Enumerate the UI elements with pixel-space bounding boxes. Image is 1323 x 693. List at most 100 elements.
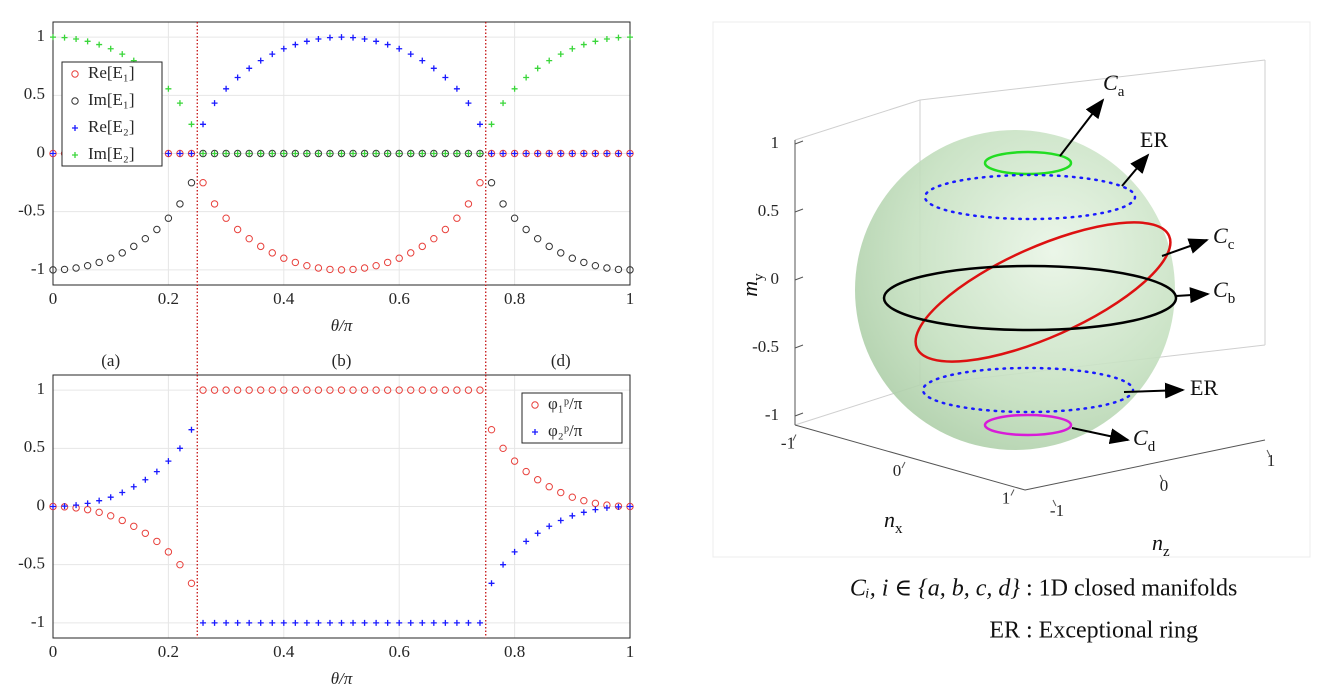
data-point (257, 386, 265, 394)
data-point (280, 386, 288, 394)
arrow (1161, 238, 1209, 257)
curve-label: Cd (1133, 425, 1156, 455)
data-point (464, 200, 473, 208)
arrow (1175, 287, 1210, 304)
data-point (246, 65, 253, 72)
ring-er-bottom (921, 366, 1135, 414)
data-point (73, 35, 80, 42)
data-point (383, 258, 392, 267)
data-point (546, 523, 553, 530)
data-point (407, 619, 414, 626)
data-point (280, 45, 287, 52)
data-point (315, 150, 322, 157)
y-axis-title: my (737, 273, 767, 297)
curve-label-sub: b (1228, 291, 1236, 307)
z-axis-title-base: n (1152, 530, 1163, 555)
data-point (200, 121, 207, 128)
data-point (453, 386, 461, 394)
data-point (223, 619, 230, 626)
sphere (855, 130, 1175, 450)
curve-label-base: ER (1190, 375, 1218, 400)
data-point (487, 425, 496, 434)
data-point (568, 493, 576, 501)
data-point (557, 149, 565, 158)
data-point (119, 51, 126, 58)
data-point (246, 150, 253, 157)
data-point (545, 149, 553, 158)
data-point (257, 619, 264, 626)
data-point (615, 503, 622, 510)
data-point (269, 51, 276, 58)
data-point (419, 619, 426, 626)
data-point (545, 483, 553, 491)
data-point (210, 386, 219, 394)
data-point (568, 254, 576, 262)
y-tick-label: -0.5 (18, 201, 45, 220)
data-point (557, 488, 565, 497)
data-point (360, 386, 369, 394)
data-point (557, 517, 564, 524)
x-tick-label: 0.4 (273, 642, 295, 661)
data-point (119, 489, 126, 496)
data-point (233, 225, 242, 234)
legend-label: Re[E₂] (88, 117, 135, 136)
y-tick-label: -0.5 (752, 337, 779, 356)
curve-label-base: C (1213, 277, 1228, 302)
data-point (396, 150, 403, 157)
data-point (487, 179, 496, 187)
data-point (130, 522, 138, 530)
data-point (465, 100, 472, 107)
data-point (153, 225, 161, 234)
data-point (442, 74, 449, 81)
data-point (257, 242, 265, 251)
x-axis-title: nx (884, 507, 903, 537)
data-point (372, 149, 380, 158)
data-point (453, 214, 461, 222)
legend-marker (72, 125, 78, 131)
data-point (153, 468, 160, 475)
data-point (84, 38, 91, 45)
data-point (315, 35, 322, 42)
curve-label-sub: d (1148, 439, 1156, 455)
data-point (523, 150, 530, 157)
legend-label: φ₂ᵖ/π (548, 421, 583, 440)
data-point (407, 149, 415, 158)
data-point (199, 149, 207, 158)
y-axis-title-base: m (737, 281, 762, 297)
data-point (280, 254, 288, 262)
data-point (107, 45, 114, 52)
z-tick-label: 0 (1160, 476, 1169, 495)
data-point (372, 386, 380, 394)
data-point (349, 149, 357, 158)
x-tick-label: 1 (626, 642, 635, 661)
x-axis-title: θ/π (331, 316, 353, 335)
y-tick-label: 1 (37, 26, 46, 45)
data-point (292, 150, 299, 157)
y-tick-label: 0 (37, 142, 46, 161)
data-point (418, 386, 426, 394)
data-point (627, 150, 633, 157)
data-point (199, 386, 207, 394)
data-point (499, 149, 507, 158)
data-point (303, 619, 310, 626)
data-point (442, 619, 449, 626)
panel-frame (712, 21, 1311, 558)
data-point (580, 496, 588, 505)
data-point (211, 150, 218, 157)
data-point (442, 150, 449, 157)
data-point (557, 150, 564, 157)
data-point (626, 266, 634, 274)
data-point (291, 149, 300, 158)
data-point (430, 234, 438, 243)
data-point (49, 502, 57, 511)
legend-label: Im[E₂] (88, 144, 135, 163)
data-point (326, 619, 333, 626)
x-axis-title-sub: x (895, 521, 903, 537)
data-point (418, 149, 426, 158)
data-point (523, 538, 530, 545)
curve-label: ER (1190, 375, 1218, 400)
data-point (591, 261, 600, 270)
data-point (222, 149, 230, 158)
ring-cd (983, 413, 1073, 437)
legend-marker (531, 401, 539, 409)
